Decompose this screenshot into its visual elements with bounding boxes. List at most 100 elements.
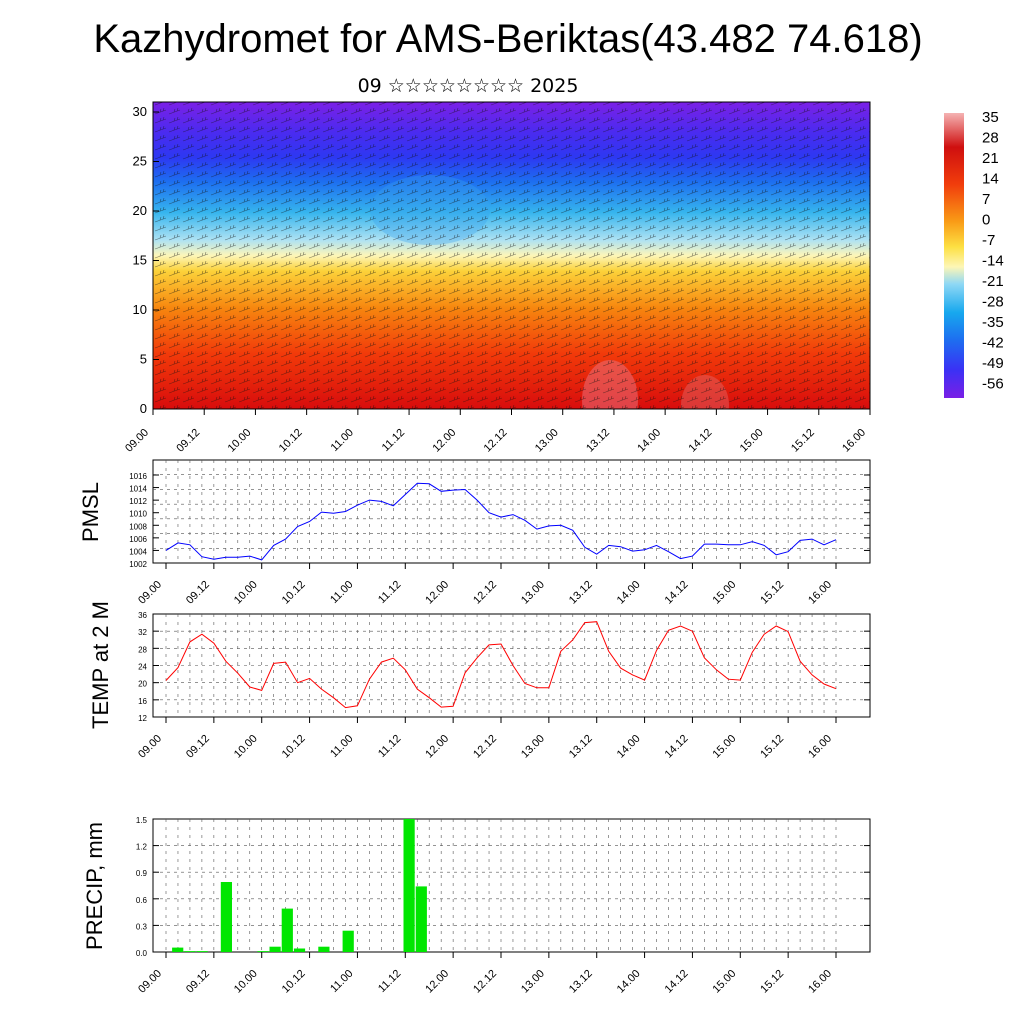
y-tick-label: 1016 [129, 472, 147, 481]
y-tick-label: 5 [140, 352, 147, 367]
temp-panel: 12 16 20 24 28 32 36 09.00 09.12 10.00 10.12 11.00… [88, 601, 871, 761]
x-tick-label: 12.00 [423, 733, 451, 761]
pmsl-x-axis: 09.00 09.12 10.00 10.12 11.00 11.12 12.00 12.12… [136, 563, 837, 607]
x-tick-label: 09.12 [184, 579, 212, 607]
x-tick-label: 10.00 [232, 733, 260, 761]
x-tick-label: 11.12 [376, 579, 403, 606]
chart-subtitle: 09 ☆☆☆☆☆☆☆☆ 2025 [358, 75, 579, 97]
x-tick-label: 15.00 [710, 968, 738, 996]
precip-y-axis: 0.0 0.3 0.6 0.9 1.2 1.5 [136, 816, 870, 958]
x-tick-label: 09.00 [136, 968, 164, 996]
x-tick-label: 09.12 [184, 968, 212, 996]
precip-bar [342, 930, 354, 952]
y-tick-label: 20 [138, 680, 147, 689]
y-tick-label: 30 [133, 104, 147, 119]
x-tick-label: 10.12 [280, 968, 308, 996]
colorbar-strip [944, 113, 964, 398]
x-tick-label: 10.12 [280, 733, 308, 761]
wind-barbs-overlay [153, 102, 870, 409]
x-tick-label: 12.12 [482, 427, 510, 455]
pmsl-axis-label: PMSL [78, 482, 103, 542]
temp-series-line [165, 621, 837, 709]
y-tick-label: 0.0 [136, 949, 148, 958]
colorbar-label: 14 [982, 171, 999, 188]
x-tick-label: 13.00 [519, 579, 547, 607]
precip-bar [220, 882, 232, 952]
x-tick-label: 09.00 [136, 733, 164, 761]
y-tick-label: 20 [133, 203, 147, 218]
colorbar-label: 7 [982, 191, 990, 208]
colorbar-label: 0 [982, 212, 990, 229]
x-tick-label: 14.12 [663, 579, 691, 607]
x-tick-label: 15.00 [710, 579, 738, 607]
y-tick-label: 0.9 [136, 869, 148, 878]
precip-bar [403, 819, 415, 952]
x-tick-label: 14.12 [663, 733, 691, 761]
x-tick-label: 12.12 [471, 579, 499, 607]
y-tick-label: 1004 [129, 547, 147, 556]
x-tick-label: 13.00 [519, 968, 547, 996]
precip-bar [293, 948, 306, 952]
precip-axis-label: PRECIP, mm [82, 822, 107, 950]
precip-bar [257, 951, 269, 952]
x-tick-label: 16.00 [806, 579, 834, 607]
x-tick-label: 11.12 [376, 968, 403, 995]
x-tick-label: 10.12 [280, 579, 308, 607]
pmsl-grid [153, 460, 870, 563]
y-tick-label: 1.2 [136, 843, 148, 852]
x-tick-label: 14.00 [615, 968, 643, 996]
y-tick-label: 24 [138, 663, 147, 672]
pmsl-series-line [165, 482, 837, 561]
temp-grid [153, 614, 870, 717]
x-tick-label: 16.00 [806, 968, 834, 996]
precip-bar [184, 951, 196, 952]
colorbar-label: -14 [982, 253, 1004, 270]
precip-bar [318, 946, 330, 952]
pmsl-frame [152, 459, 871, 564]
x-tick-label: 10.00 [226, 427, 254, 455]
x-tick-label: 10.00 [232, 968, 260, 996]
x-tick-label: 12.00 [423, 968, 451, 996]
x-tick-label: 12.00 [423, 579, 451, 607]
colorbar-label: -28 [982, 294, 1004, 311]
colorbar-labels: 35 28 21 14 7 0 -7 -14 -21 -28 -35 -42 -49 -56 [982, 109, 1004, 393]
x-tick-label: 11.00 [328, 733, 355, 760]
precip-bar [196, 951, 208, 952]
x-tick-label: 09.12 [174, 427, 202, 455]
temp-x-axis: 09.00 09.12 10.00 10.12 11.00 11.12 12.00 12.12… [136, 717, 837, 761]
y-tick-label: 1.5 [136, 816, 148, 825]
colorbar-label: 28 [982, 130, 999, 147]
x-tick-label: 13.00 [519, 733, 547, 761]
x-tick-label: 15.00 [710, 733, 738, 761]
cross-section-panel: 0 5 10 15 20 25 30 09.00 09.12 10.00 10.12 11.00 11… [123, 101, 871, 455]
x-tick-label: 09.00 [136, 579, 164, 607]
y-tick-label: 32 [138, 628, 147, 637]
y-tick-label: 1012 [129, 497, 147, 506]
x-tick-label: 13.12 [567, 579, 595, 607]
x-tick-label: 14.12 [663, 968, 691, 996]
cross-section-overlays [153, 102, 870, 409]
precip-panel: 0.0 0.3 0.6 0.9 1.2 1.5 09.00 09.12 10.00 10.12 1… [82, 816, 871, 996]
y-tick-label: 10 [133, 302, 147, 317]
y-tick-label: 25 [133, 154, 147, 169]
precip-bar [415, 886, 427, 952]
x-tick-label: 14.00 [615, 733, 643, 761]
colorbar-label: -56 [982, 376, 1004, 393]
colorbar-label: 21 [982, 150, 999, 167]
y-tick-label: 12 [138, 714, 147, 723]
x-tick-label: 13.12 [567, 968, 595, 996]
x-tick-label: 11.00 [329, 427, 356, 454]
x-tick-label: 15.12 [758, 733, 786, 761]
x-tick-label: 11.12 [376, 733, 403, 760]
colorbar-label: -35 [982, 314, 1004, 331]
x-tick-label: 13.12 [567, 733, 595, 761]
precip-bar [281, 908, 293, 952]
y-tick-label: 1014 [129, 485, 147, 494]
x-tick-label: 15.12 [758, 968, 786, 996]
y-tick-label: 1008 [129, 522, 147, 531]
precip-bar [269, 946, 281, 952]
temp-axis-label: TEMP at 2 M [88, 601, 113, 729]
precip-x-axis: 09.00 09.12 10.00 10.12 11.00 11.12 12.00 12.12… [136, 952, 837, 996]
x-tick-label: 14.00 [615, 579, 643, 607]
